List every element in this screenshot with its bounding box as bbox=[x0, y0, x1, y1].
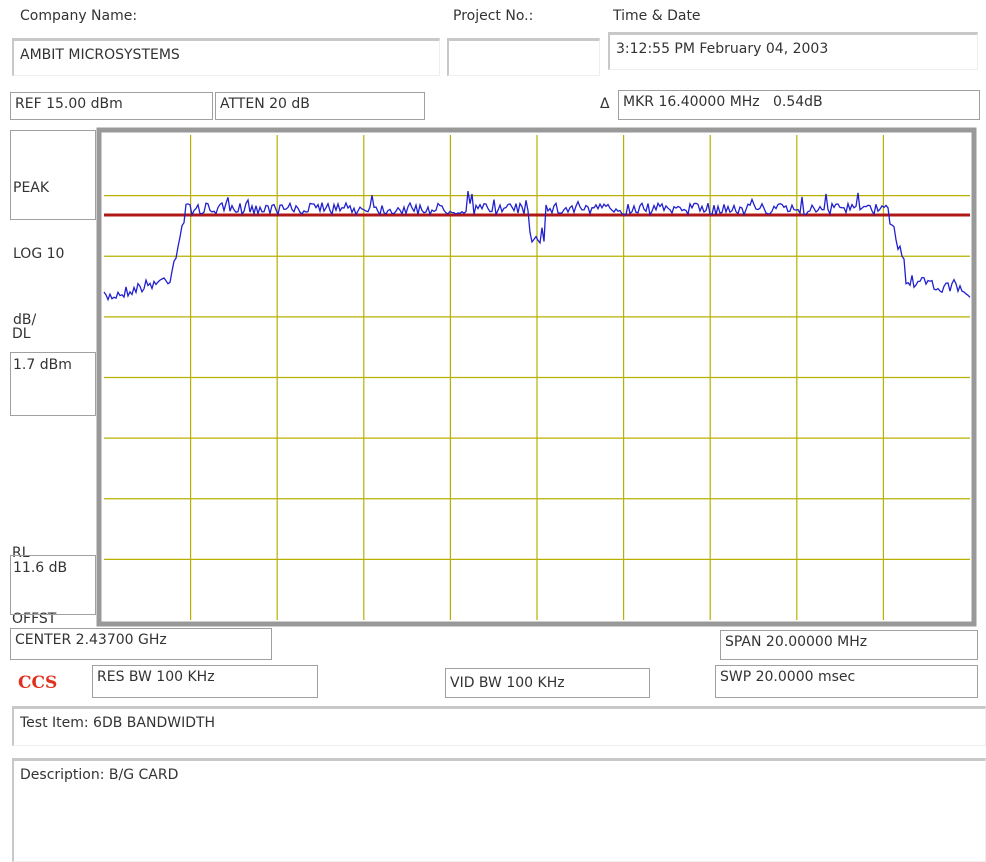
vid-bw: VID BW 100 KHz bbox=[445, 668, 650, 698]
company-label: Company Name: bbox=[20, 8, 138, 24]
time-field: 3:12:55 PM February 04, 2003 bbox=[608, 32, 978, 70]
span: SPAN 20.00000 MHz bbox=[720, 630, 978, 660]
rl-line: RL bbox=[12, 545, 30, 561]
rl-box: 11.6 dB bbox=[10, 555, 96, 615]
ref-level: REF 15.00 dBm bbox=[10, 92, 213, 120]
time-label: Time & Date bbox=[613, 8, 701, 24]
sweep: SWP 20.0000 msec bbox=[715, 665, 978, 698]
mode-line: LOG 10 bbox=[13, 246, 65, 262]
center-freq: CENTER 2.43700 GHz bbox=[10, 628, 272, 660]
logo: CCS bbox=[18, 673, 58, 693]
test-item: Test Item: 6DB BANDWIDTH bbox=[12, 706, 986, 746]
mode-line: dB/ bbox=[13, 312, 37, 328]
rl-label: RL OFFST bbox=[12, 498, 56, 674]
dl-label: DL bbox=[12, 326, 31, 342]
dl-box: 1.7 dBm bbox=[10, 352, 96, 416]
description: Description: B/G CARD bbox=[12, 758, 986, 862]
marker: MKR 16.40000 MHz 0.54dB bbox=[618, 90, 980, 120]
project-field bbox=[447, 38, 600, 76]
company-field: AMBIT MICROSYSTEMS bbox=[12, 38, 440, 76]
mode-box: PEAK LOG 10 dB/ bbox=[10, 130, 96, 328]
delta-symbol: Δ bbox=[600, 96, 610, 112]
rl-line: OFFST bbox=[12, 611, 57, 627]
project-label: Project No.: bbox=[453, 8, 534, 24]
trace bbox=[103, 190, 971, 302]
mode-line: PEAK bbox=[13, 180, 50, 196]
res-bw: RES BW 100 KHz bbox=[92, 665, 318, 698]
attenuation: ATTEN 20 dB bbox=[215, 92, 425, 120]
